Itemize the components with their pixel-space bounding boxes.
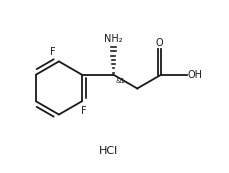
Text: NH₂: NH₂: [104, 34, 122, 44]
Text: OH: OH: [187, 70, 202, 80]
Text: HCl: HCl: [98, 146, 117, 156]
Text: F: F: [50, 47, 56, 57]
Text: O: O: [155, 38, 163, 48]
Text: &1: &1: [115, 78, 125, 84]
Text: F: F: [81, 106, 86, 116]
